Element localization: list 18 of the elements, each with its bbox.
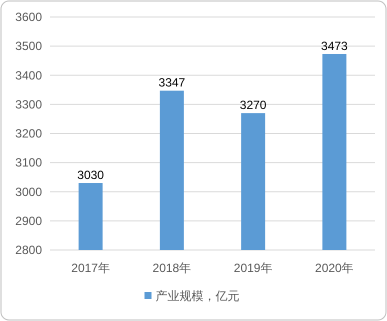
y-tick-label: 3300 [15, 97, 42, 112]
y-tick-label: 3600 [15, 10, 42, 24]
data-label: 3473 [321, 38, 348, 53]
data-label: 3347 [158, 76, 186, 90]
y-tick-label: 3500 [15, 39, 42, 54]
data-label: 3270 [240, 98, 267, 112]
y-tick-label: 2800 [15, 243, 42, 257]
y-tick-label: 3400 [15, 68, 42, 82]
y-tick-label: 2900 [15, 214, 42, 228]
legend-label: 产业规模，亿元 [156, 289, 240, 303]
y-tick-label: 3000 [15, 184, 42, 199]
x-tick-label: 2017年 [71, 261, 110, 275]
data-label: 3030 [77, 168, 104, 182]
y-tick-label: 3200 [15, 126, 42, 140]
x-tick-label: 2018年 [152, 261, 192, 275]
y-tick-label: 3100 [15, 156, 42, 170]
x-tick-label: 2020年 [315, 261, 354, 275]
x-tick-label: 2019年 [234, 261, 272, 275]
